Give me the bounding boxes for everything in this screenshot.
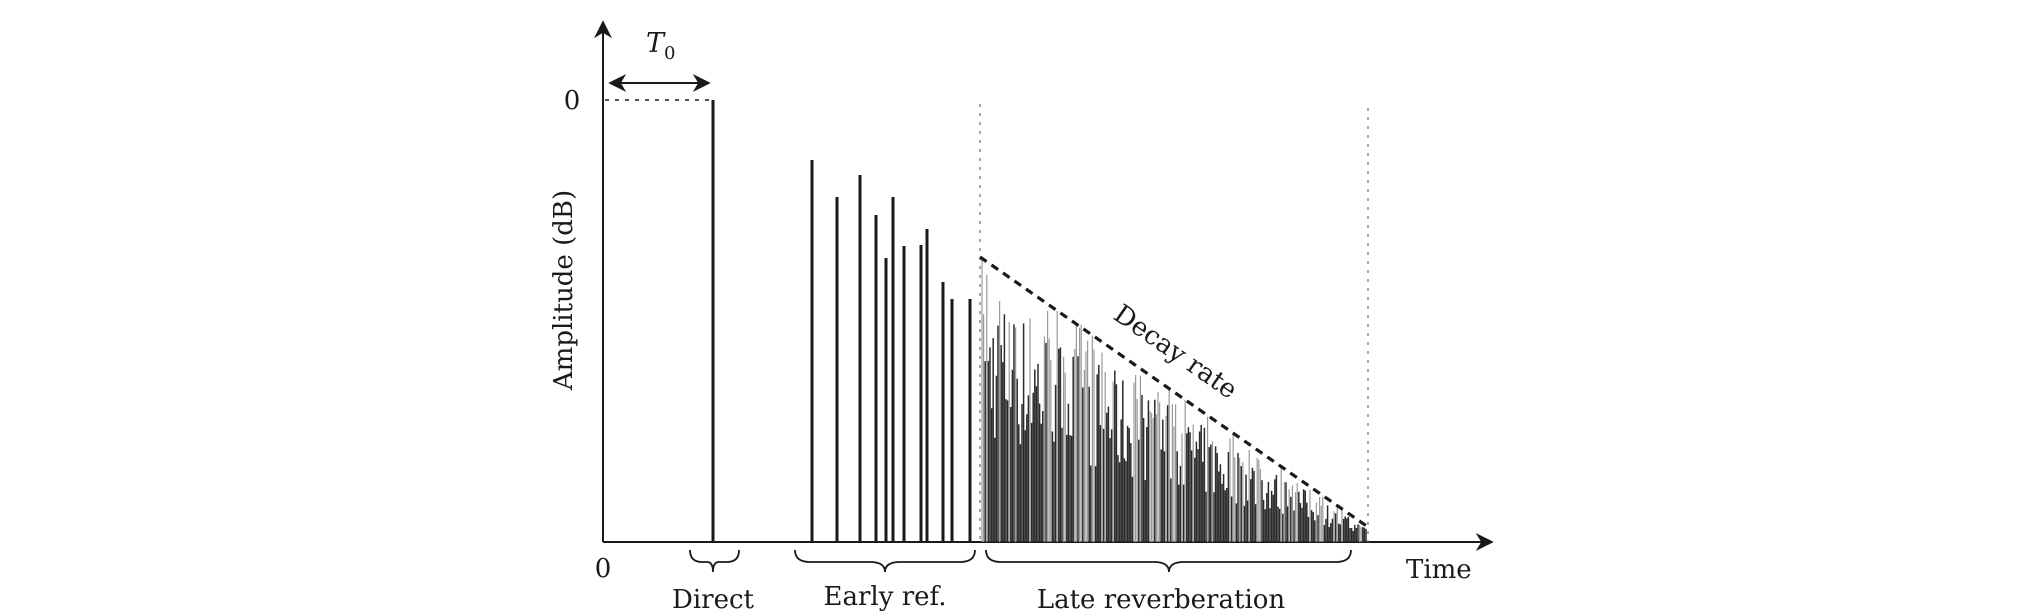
early-reflections [810,160,972,542]
early-brace [794,549,976,573]
x-tick-zero: 0 [595,554,612,584]
direct-label: Direct [672,585,755,611]
decay-rate-label: Decay rate [1108,299,1243,405]
y-tick-zero: 0 [564,86,581,116]
t0-label: T0 [646,28,675,64]
early-reflections-label: Early ref. [824,582,947,611]
y-axis-label: Amplitude (dB) [549,190,579,391]
x-axis-label: Time [1406,555,1472,585]
decay-rate-line [979,255,1369,529]
direct-brace [689,549,740,573]
late-reverberation-label: Late reverberation [1037,585,1286,611]
late-brace [985,549,1352,573]
late-reverberation [981,258,1367,542]
